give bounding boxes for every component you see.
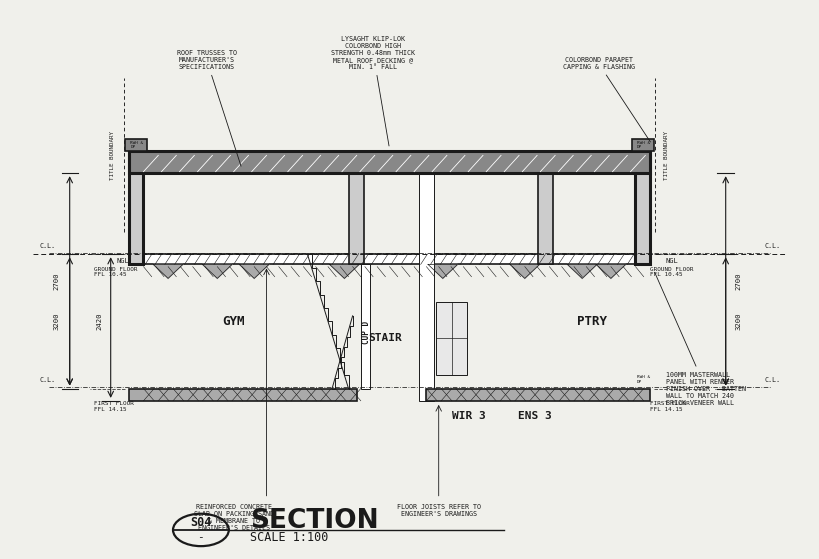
Bar	[635, 151, 649, 264]
Text: C.L.: C.L.	[763, 377, 780, 383]
Text: GROUND FLOOR
FFL 10.45: GROUND FLOOR FFL 10.45	[649, 267, 693, 277]
Text: 3200: 3200	[53, 312, 60, 330]
Polygon shape	[567, 264, 596, 278]
Bar	[125, 139, 147, 151]
Text: GYM: GYM	[222, 315, 245, 328]
Text: FIRST FLOOR
FFL 14.15: FIRST FLOOR FFL 14.15	[649, 401, 690, 411]
Text: CUP D: CUP D	[362, 321, 370, 344]
Text: 2420: 2420	[96, 312, 102, 330]
Text: GROUND FLOOR
FFL 10.45: GROUND FLOOR FFL 10.45	[94, 267, 138, 277]
Text: S04: S04	[190, 516, 211, 529]
Text: TITLE BOUNDARY: TITLE BOUNDARY	[110, 131, 115, 180]
Text: 3200: 3200	[735, 312, 741, 330]
Bar	[537, 151, 552, 264]
Text: C.L.: C.L.	[39, 243, 56, 249]
Bar	[426, 389, 649, 401]
Bar	[545, 254, 635, 264]
Bar	[129, 389, 356, 401]
Polygon shape	[509, 264, 539, 278]
Text: PTRY: PTRY	[577, 315, 606, 328]
Text: NGL: NGL	[665, 258, 678, 264]
Text: ENS 3: ENS 3	[517, 411, 551, 421]
Text: WIR 3: WIR 3	[451, 411, 486, 421]
Bar	[360, 264, 369, 389]
Bar	[349, 151, 364, 264]
Text: ROOF TRUSSES TO
MANUFACTURER'S
SPECIFICATIONS: ROOF TRUSSES TO MANUFACTURER'S SPECIFICA…	[176, 50, 241, 166]
Text: STAIR: STAIR	[368, 333, 402, 343]
Bar	[356, 254, 545, 264]
Bar	[143, 254, 356, 264]
Text: SCALE 1:100: SCALE 1:100	[250, 531, 328, 544]
Text: RWH &
DP: RWH & DP	[636, 141, 649, 149]
Text: COLORBOND PARAPET
CAPPING & FLASHING: COLORBOND PARAPET CAPPING & FLASHING	[562, 57, 649, 142]
Text: C.L.: C.L.	[39, 377, 56, 383]
Text: -: -	[197, 532, 204, 542]
Text: FLOOR JOISTS REFER TO
ENGINEER'S DRAWINGS: FLOOR JOISTS REFER TO ENGINEER'S DRAWING…	[396, 504, 480, 517]
Bar	[129, 151, 649, 173]
Text: 2700: 2700	[735, 272, 741, 290]
Text: RWH &
DP: RWH & DP	[130, 141, 143, 149]
Text: FIRST FLOOR
FFL 14.15: FIRST FLOOR FFL 14.15	[94, 401, 134, 411]
Bar	[129, 151, 143, 264]
Text: LYSAGHT KLIP-LOK
COLORBOND HIGH
STRENGTH 0.48mm THICK
METAL ROOF DECKING @
MIN. : LYSAGHT KLIP-LOK COLORBOND HIGH STRENGTH…	[331, 36, 414, 146]
Text: 2700: 2700	[53, 272, 60, 290]
Bar	[631, 139, 653, 151]
Text: REINFORCED CONCRETE
SLAB ON PACKING SAND
& MEMBRANE TO
ENGINEER'S DETAILS: REINFORCED CONCRETE SLAB ON PACKING SAND…	[193, 504, 274, 531]
Polygon shape	[202, 264, 232, 278]
Polygon shape	[239, 264, 269, 278]
Bar	[436, 302, 467, 375]
Text: NGL: NGL	[116, 258, 129, 264]
Polygon shape	[595, 264, 625, 278]
Bar	[419, 173, 433, 401]
Text: 100MM MASTERWALL
PANEL WITH RENDER
FINISH OVER - BATTEN
WALL TO MATCH 240
BRICK : 100MM MASTERWALL PANEL WITH RENDER FINIS…	[654, 272, 745, 405]
Polygon shape	[329, 264, 359, 278]
Text: RWH &
DP: RWH & DP	[636, 376, 649, 384]
Text: C.L.: C.L.	[763, 243, 780, 249]
Polygon shape	[153, 264, 183, 278]
Text: SECTION: SECTION	[250, 508, 378, 534]
Polygon shape	[428, 264, 457, 278]
Text: TITLE BOUNDARY: TITLE BOUNDARY	[663, 131, 668, 180]
